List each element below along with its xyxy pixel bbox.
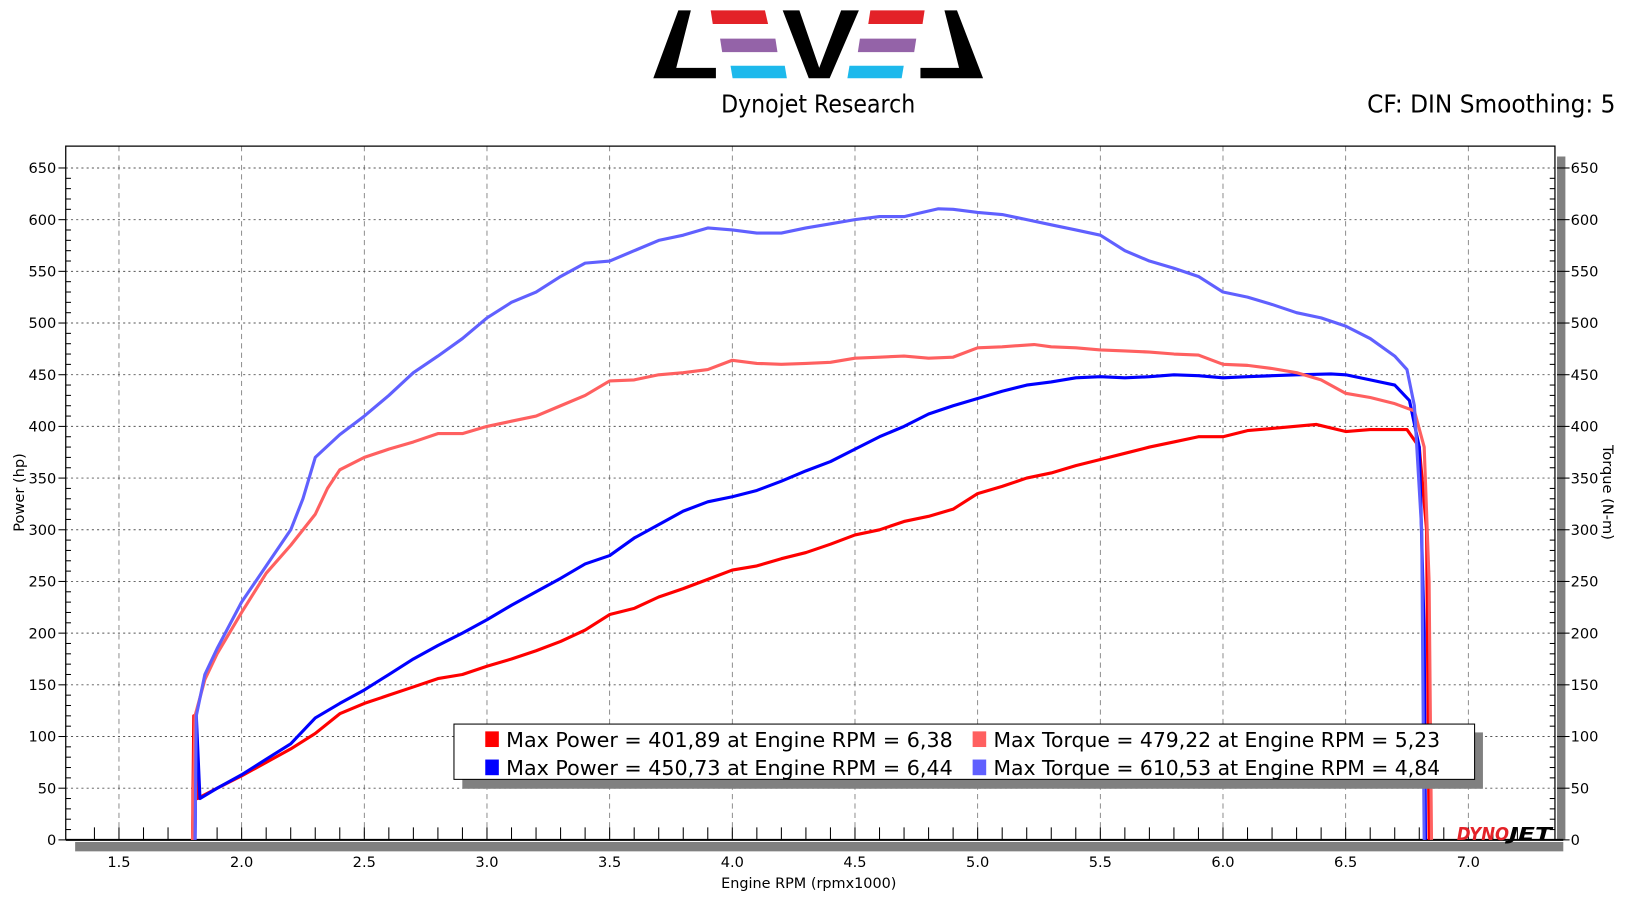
logo-bar-middle-left — [720, 38, 778, 53]
x-axis-bar — [75, 841, 1564, 852]
y2-tick-label: 400 — [1571, 419, 1599, 436]
y-tick-label: 600 — [28, 212, 56, 229]
y2-tick-label: 200 — [1571, 625, 1599, 642]
y-tick-label: 350 — [28, 470, 56, 487]
y-axis-label: Power (hp) — [11, 453, 28, 532]
legend-entry: Max Torque = 479,22 at Engine RPM = 5,23 — [993, 728, 1440, 752]
logo-v — [782, 10, 859, 79]
y2-tick-label: 250 — [1571, 574, 1599, 591]
curves — [190, 207, 1434, 840]
y2-axis-label: Torque (N-m) — [1599, 444, 1616, 540]
settings-text: CF: DIN Smoothing: 5 — [1367, 90, 1615, 119]
y-tick-label: 500 — [28, 315, 56, 332]
logo-left-bracket — [653, 10, 716, 79]
legend-swatch — [485, 731, 499, 748]
x-tick-label: 3.0 — [475, 854, 498, 871]
series-line-0 — [190, 422, 1431, 840]
x-tick-label: 7.0 — [1457, 854, 1480, 871]
legend-swatch — [972, 731, 987, 748]
x-tick-label: 5.5 — [1089, 854, 1112, 871]
y2-tick-label: 350 — [1571, 470, 1599, 487]
y-tick-label: 550 — [28, 264, 56, 281]
y-tick-label: 650 — [28, 160, 56, 177]
x-tick-label: 4.0 — [721, 854, 744, 871]
x-tick-label: 3.5 — [598, 854, 621, 871]
logo-right-bracket — [920, 10, 984, 79]
legend-entry: Max Power = 401,89 at Engine RPM = 6,38 — [506, 728, 953, 752]
y2-tick-label: 50 — [1571, 780, 1590, 797]
y2-tick-label: 0 — [1571, 832, 1580, 849]
y-tick-label: 100 — [28, 729, 56, 746]
x-tick-label: 1.5 — [107, 854, 130, 871]
y2-tick-label: 450 — [1571, 367, 1599, 384]
watermark-dyno: DYNO — [1457, 825, 1509, 845]
watermark-jet: JET — [1505, 825, 1555, 845]
legend-entry: Max Power = 450,73 at Engine RPM = 6,44 — [506, 756, 953, 780]
y2-tick-label: 550 — [1571, 264, 1599, 281]
x-tick-label: 6.0 — [1211, 854, 1234, 871]
level-logo — [653, 10, 984, 79]
series-line-2 — [190, 342, 1434, 840]
legend-swatch — [485, 759, 499, 776]
y-tick-label: 300 — [28, 522, 56, 539]
x-tick-label: 2.5 — [353, 854, 376, 871]
legend-box — [453, 723, 1476, 780]
axes: 1.5 2.0 2.5 3.0 3.5 4.0 4.5 5.0 5.5 6.0 6.5 7.0 0 0 50… — [28, 145, 1599, 871]
y2-axis-bar — [1557, 156, 1566, 840]
y2-tick-label: 150 — [1571, 677, 1599, 694]
y-tick-label: 50 — [38, 780, 57, 797]
x-tick-label: 2.0 — [230, 854, 253, 871]
y2-tick-label: 500 — [1571, 315, 1599, 332]
y-tick-label: 450 — [28, 367, 56, 384]
x-axis-label: Engine RPM (rpmx1000) — [721, 875, 896, 892]
subtitle: Dynojet Research — [721, 90, 915, 119]
series-line-3 — [193, 207, 1426, 840]
logo-bar-bottom-left — [730, 65, 787, 79]
x-tick-label: 6.5 — [1334, 854, 1357, 871]
legend: Max Power = 401,89 at Engine RPM = 6,38 M… — [453, 723, 1483, 789]
logo-bar-top-left — [710, 10, 769, 24]
y-tick-label: 250 — [28, 574, 56, 591]
y2-tick-label: 300 — [1571, 522, 1599, 539]
y-tick-label: 200 — [28, 625, 56, 642]
logo-bar-middle-right — [857, 38, 917, 53]
y2-tick-label: 100 — [1571, 729, 1599, 746]
legend-entry: Max Torque = 610,53 at Engine RPM = 4,84 — [993, 756, 1440, 780]
plot-frame — [65, 145, 1556, 840]
x-tick-label: 4.5 — [843, 854, 866, 871]
series-line-1 — [193, 372, 1428, 840]
y2-tick-label: 600 — [1571, 212, 1599, 229]
x-tick-label: 5.0 — [966, 854, 989, 871]
y-tick-label: 400 — [28, 419, 56, 436]
legend-swatch — [972, 759, 987, 776]
logo-bar-top-right — [868, 10, 925, 24]
y-tick-label: 150 — [28, 677, 56, 694]
y-tick-label: 0 — [47, 832, 56, 849]
logo-bar-bottom-right — [847, 65, 904, 79]
y2-tick-label: 650 — [1571, 160, 1599, 177]
grid — [65, 146, 1555, 840]
dynojet-watermark: DYNO JET — [1457, 825, 1555, 845]
